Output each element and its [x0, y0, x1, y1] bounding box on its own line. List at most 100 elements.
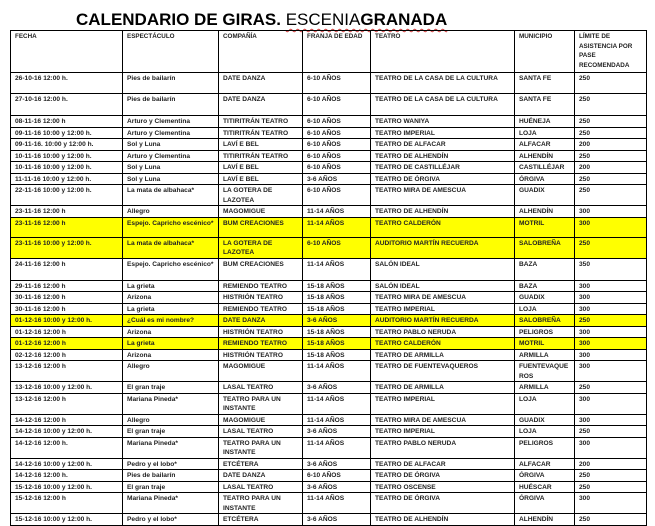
cell-edad: 11-14 AÑOS — [302, 257, 371, 281]
cell-espectaculo: La mata de albahaca* — [122, 184, 219, 206]
cell-edad: 3-6 AÑOS — [302, 381, 371, 394]
cell-municipio: ARMILLA — [514, 348, 575, 361]
table-row: 14-12-16 10:00 y 12:00 h. Pedro y el lobo… — [10, 457, 647, 470]
cell-municipio: HUÉNEJA — [514, 115, 575, 128]
cell-fecha: 13-12-16 12:00 h — [10, 360, 123, 382]
table-row: 29-11-16 12:00 h La grieta REMIENDO TEATRO… — [10, 279, 647, 292]
cell-municipio: SALOBREÑA — [514, 314, 575, 327]
table-body: 26-10-16 12:00 h. Pies de bailarín DATE DA… — [10, 72, 647, 526]
cell-edad: 6-10 AÑOS — [302, 236, 371, 259]
cell-espectaculo: Allegro — [122, 413, 219, 426]
cell-edad: 3-6 AÑOS — [302, 314, 371, 327]
cell-municipio: ÓRGIVA — [514, 469, 575, 482]
cell-compania: TITIRITRÁN TEATRO — [218, 115, 303, 128]
header-fecha: FECHA — [10, 30, 123, 73]
cell-limite: 300 — [574, 392, 647, 415]
cell-limite: 300 — [574, 413, 647, 426]
cell-fecha: 13-12-16 10:00 y 12:00 h. — [10, 381, 123, 394]
cell-compania: MAGOMIGUE — [218, 205, 303, 218]
cell-espectaculo: Arturo y Clementina — [122, 149, 219, 162]
cell-compania: LASAL TEATRO — [218, 480, 303, 493]
cell-municipio: BAZA — [514, 257, 575, 281]
cell-municipio: ÓRGIVA — [514, 172, 575, 185]
cell-edad: 15-18 AÑOS — [302, 291, 371, 304]
cell-espectaculo: El gran traje — [122, 425, 219, 438]
title-main: CALENDARIO DE GIRAS. — [76, 10, 281, 29]
cell-teatro: TEATRO PABLO NERUDA — [370, 436, 515, 459]
cell-municipio: GUADIX — [514, 291, 575, 304]
cell-limite: 300 — [574, 348, 647, 361]
cell-espectaculo: Mariana Pineda* — [122, 392, 219, 415]
cell-compania: TEATRO PARA UN INSTANTE — [218, 392, 303, 415]
cell-limite: 300 — [574, 279, 647, 292]
table-row: 27-10-16 12:00 h. Pies de bailarín DATE DA… — [10, 93, 647, 116]
cell-compania: REMIENDO TEATRO — [218, 302, 303, 315]
table-row: 23-11-16 12:00 h Allegro MAGOMIGUE 11-14 AÑ… — [10, 205, 647, 218]
cell-fecha: 10-11-16 10:00 y 12:00 h. — [10, 149, 123, 162]
cell-espectaculo: Arizona — [122, 291, 219, 304]
cell-espectaculo: ¿Cuál es mi nombre? — [122, 314, 219, 327]
table-header-row: FECHA ESPECTÁCULO COMPAÑÍA FRANJA DE EDA… — [10, 30, 647, 73]
cell-edad: 11-14 AÑOS — [302, 205, 371, 218]
cell-fecha: 13-12-16 12:00 h — [10, 392, 123, 415]
cell-compania: DATE DANZA — [218, 93, 303, 116]
table-row: 22-11-16 10:00 y 12:00 h. La mata de alba… — [10, 184, 647, 206]
cell-compania: LAVÍ E BEL — [218, 138, 303, 151]
cell-limite: 250 — [574, 513, 647, 526]
cell-teatro: TEATRO DE CASTILLÉJAR — [370, 161, 515, 174]
cell-limite: 250 — [574, 172, 647, 185]
cell-limite: 300 — [574, 216, 647, 238]
cell-fecha: 22-11-16 10:00 y 12:00 h. — [10, 184, 123, 206]
cell-compania: ETCÉTERA — [218, 513, 303, 526]
cell-espectaculo: La grieta — [122, 279, 219, 292]
table-row: 14-12-16 12:00 h Allegro MAGOMIGUE 11-14 AÑ… — [10, 413, 647, 426]
cell-compania: DATE DANZA — [218, 314, 303, 327]
cell-espectaculo: Arturo y Clementina — [122, 115, 219, 128]
cell-espectaculo: Arturo y Clementina — [122, 126, 219, 139]
table-row: 14-12-16 10:00 y 12:00 h. El gran traje LA… — [10, 425, 647, 438]
cell-municipio: GUADIX — [514, 184, 575, 206]
cell-edad: 6-10 AÑOS — [302, 126, 371, 139]
cell-edad: 11-14 AÑOS — [302, 392, 371, 415]
cell-municipio: GUADIX — [514, 413, 575, 426]
cell-limite: 350 — [574, 257, 647, 281]
cell-teatro: TEATRO DE ARMILLA — [370, 381, 515, 394]
cell-limite: 300 — [574, 360, 647, 382]
cell-limite: 250 — [574, 93, 647, 116]
page-title: CALENDARIO DE GIRAS. ESCENIAGRANADA — [76, 10, 447, 30]
cell-espectaculo: Pies de bailarín — [122, 72, 219, 94]
cell-teatro: TEATRO PABLO NERUDA — [370, 325, 515, 338]
cell-teatro: TEATRO DE ALFACAR — [370, 457, 515, 470]
table-row: 26-10-16 12:00 h. Pies de bailarín DATE DA… — [10, 72, 647, 94]
cell-limite: 250 — [574, 126, 647, 139]
cell-teatro: TEATRO DE ÓRGIVA — [370, 469, 515, 482]
cell-espectaculo: Pies de bailarín — [122, 469, 219, 482]
header-edad: FRANJA DE EDAD — [302, 30, 371, 73]
cell-fecha: 27-10-16 12:00 h. — [10, 93, 123, 116]
cell-teatro: TEATRO OSCENSE — [370, 480, 515, 493]
cell-fecha: 14-12-16 12:00 h — [10, 413, 123, 426]
cell-compania: LA GOTERA DE LAZOTEA — [218, 184, 303, 206]
cell-limite: 200 — [574, 138, 647, 151]
cell-teatro: TEATRO DE LA CASA DE LA CULTURA — [370, 93, 515, 116]
cell-compania: BUM CREACIONES — [218, 216, 303, 238]
cell-compania: BUM CREACIONES — [218, 257, 303, 281]
cell-fecha: 01-12-16 10:00 y 12:00 h. — [10, 314, 123, 327]
cell-espectaculo: Sol y Luna — [122, 161, 219, 174]
table-row: 10-11-16 10:00 y 12:00 h. Arturo y Clemen… — [10, 149, 647, 162]
cell-compania: LAVÍ E BEL — [218, 172, 303, 185]
cell-limite: 250 — [574, 469, 647, 482]
cell-teatro: TEATRO DE ALHENDÍN — [370, 205, 515, 218]
cell-municipio: ARMILLA — [514, 381, 575, 394]
cell-edad: 6-10 AÑOS — [302, 93, 371, 116]
cell-teatro: TEATRO IMPERIAL — [370, 392, 515, 415]
cell-teatro: TEATRO IMPERIAL — [370, 302, 515, 315]
table-row: 08-11-16 12:00 h Arturo y Clementina TITIR… — [10, 115, 647, 128]
cell-limite: 250 — [574, 425, 647, 438]
cell-compania: REMIENDO TEATRO — [218, 337, 303, 350]
cell-municipio: ÓRGIVA — [514, 492, 575, 514]
cell-compania: TEATRO PARA UN INSTANTE — [218, 492, 303, 514]
cell-municipio: ALFACAR — [514, 138, 575, 151]
cell-teatro: TEATRO IMPERIAL — [370, 425, 515, 438]
cell-edad: 11-14 AÑOS — [302, 413, 371, 426]
